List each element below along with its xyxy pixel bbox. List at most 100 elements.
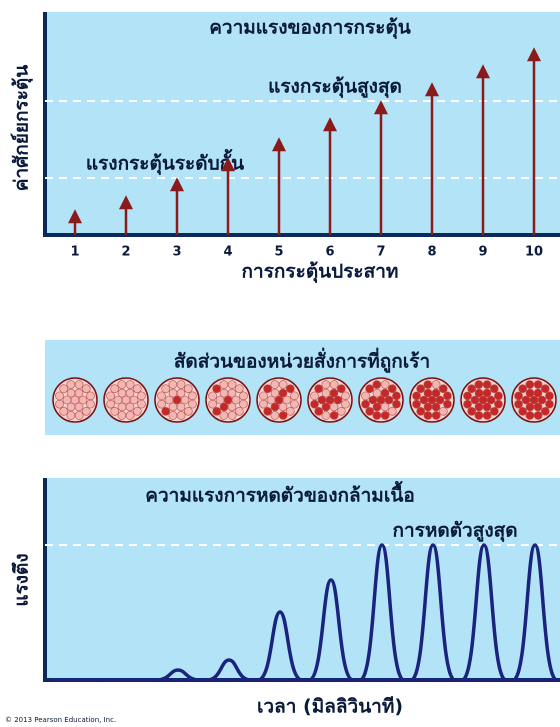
fiber [541,385,549,393]
fiber [432,411,440,419]
fiber [111,385,119,393]
fiber [443,400,451,408]
fiber [373,411,381,419]
fiber [515,392,523,400]
fiber [330,381,338,389]
fiber [392,400,400,408]
fiber [228,411,236,419]
fiber [158,400,166,408]
fiber [279,381,287,389]
x-tick-label: 4 [223,245,232,260]
fiber [392,392,400,400]
fiber [322,411,330,419]
fiber [464,392,472,400]
fiber [494,400,502,408]
reference-label: แรงกระตุ้นสูงสุด [268,76,402,99]
fiber [381,381,389,389]
fiber [490,407,498,415]
fiber [494,392,502,400]
fiber [519,407,527,415]
fiber [475,411,483,419]
fiber [417,385,425,393]
fiber [322,381,330,389]
fiber [475,389,483,397]
x-tick-label: 8 [427,245,436,260]
fiber [483,403,491,411]
fiber [526,381,534,389]
fiber [235,385,243,393]
fiber [483,389,491,397]
fiber [126,389,134,397]
fiber [126,381,134,389]
fiber [169,389,177,397]
fiber [82,407,90,415]
fiber [381,403,389,411]
fiber [177,403,185,411]
fiber [315,407,323,415]
fiber [271,411,279,419]
fiber [137,400,145,408]
fiber [424,389,432,397]
fiber [541,407,549,415]
fiber [209,400,217,408]
fiber [60,407,68,415]
fiber [220,381,228,389]
fiber [188,392,196,400]
fiber [169,411,177,419]
reference-label: แรงกระตุ้นระดับกั้น [86,149,244,176]
fiber [413,392,421,400]
fiber [235,407,243,415]
fiber [290,392,298,400]
fiber [286,407,294,415]
fiber [162,407,170,415]
fiber [137,392,145,400]
fiber [311,400,319,408]
fiber [534,381,542,389]
x-tick-label: 2 [121,245,130,260]
fiber [362,400,370,408]
fiber [271,381,279,389]
fiber [220,389,228,397]
fiber [373,381,381,389]
fiber [515,400,523,408]
chart-title: ความแรงการหดตัวของกล้ามเนื้อ [145,481,414,507]
fiber [388,407,396,415]
fiber [330,403,338,411]
fiber [341,392,349,400]
chart-title: สัดส่วนของหน่วยสั่งการที่ถูกเร้า [174,348,430,374]
fiber [545,392,553,400]
copyright: © 2013 Pearson Education, Inc. [5,716,116,724]
fiber [75,403,83,411]
fiber [177,389,185,397]
fiber [362,392,370,400]
fiber [56,400,64,408]
fiber [75,411,83,419]
fiber [432,381,440,389]
fiber [483,411,491,419]
fiber [468,385,476,393]
fiber [286,385,294,393]
fiber [264,407,272,415]
fiber [381,389,389,397]
fiber [86,400,94,408]
fiber [443,392,451,400]
fiber [424,381,432,389]
fiber [82,385,90,393]
fiber [330,389,338,397]
x-tick-label: 1 [70,245,79,260]
fiber [260,392,268,400]
fiber [417,407,425,415]
fiber [388,385,396,393]
fiber [381,411,389,419]
x-axis-label: การกระตุ้นประสาท [242,261,399,284]
fiber [169,381,177,389]
fiber [534,403,542,411]
fiber [534,389,542,397]
fiber [260,400,268,408]
fiber [432,403,440,411]
fiber [526,411,534,419]
fiber [490,385,498,393]
fiber [184,407,192,415]
fiber [432,389,440,397]
x-tick-label: 3 [172,245,181,260]
